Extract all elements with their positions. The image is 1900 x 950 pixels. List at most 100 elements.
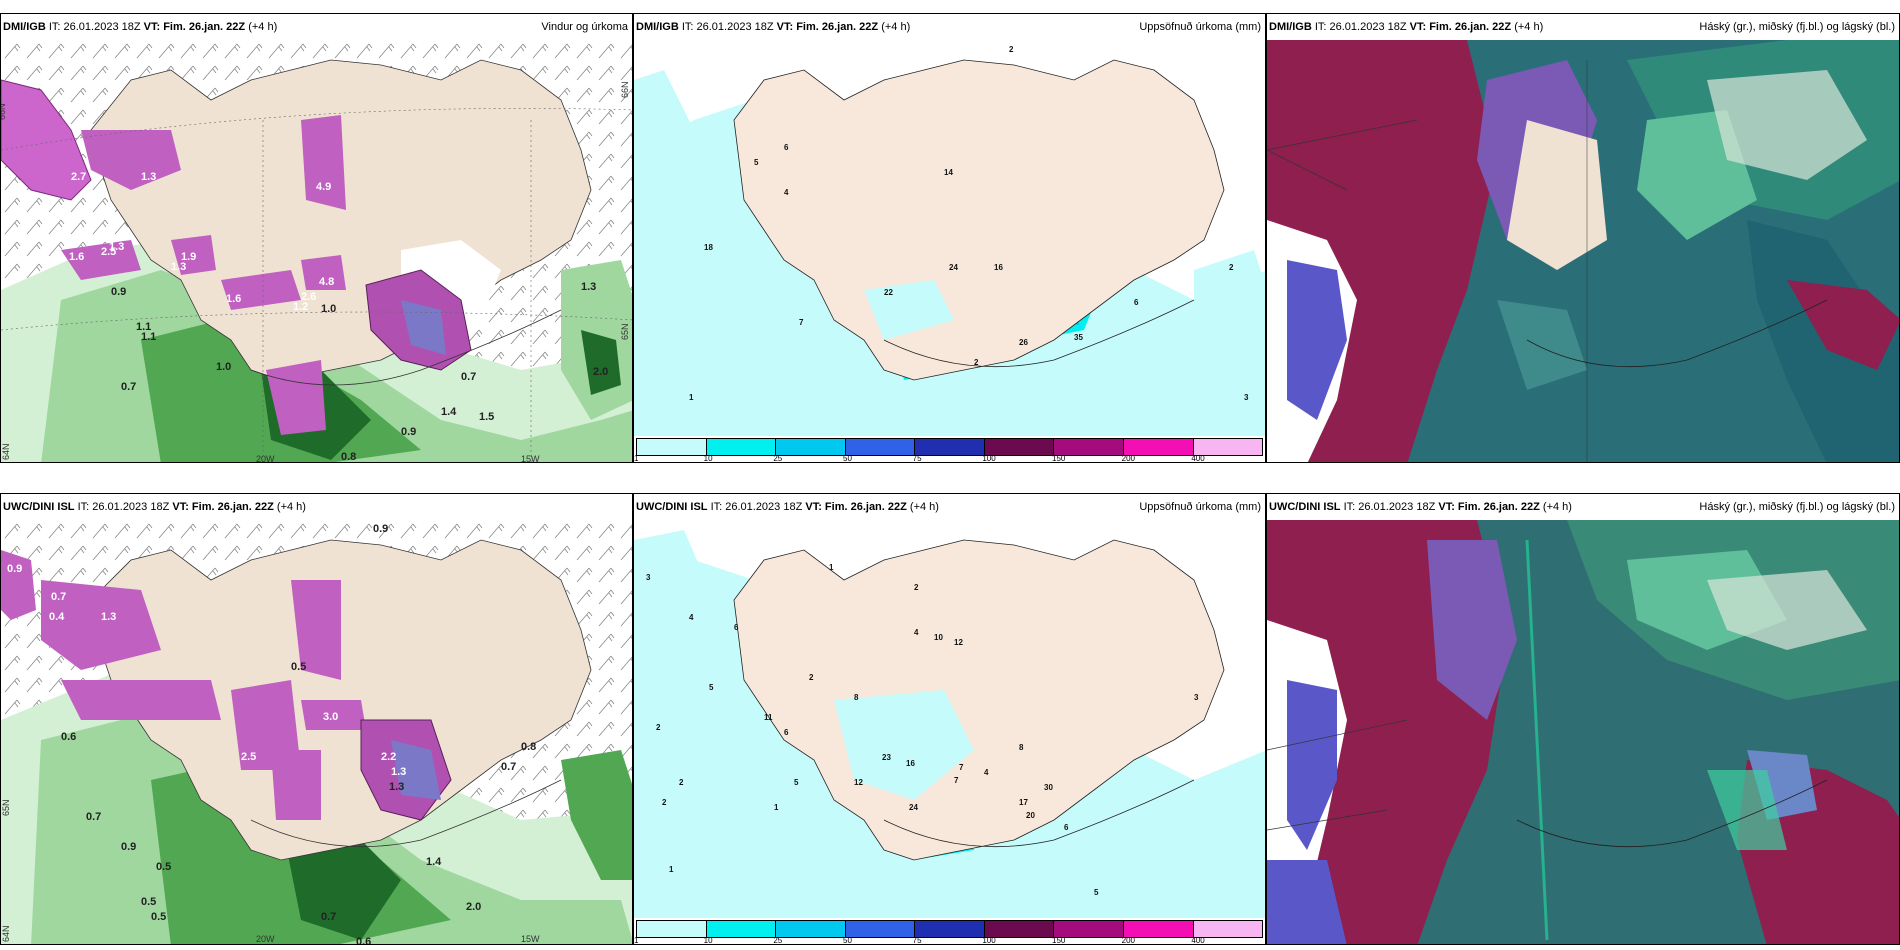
precip-label: 0.7 [461, 371, 476, 383]
colorbar-swatch [915, 921, 985, 937]
precip-label: 8 [1019, 743, 1024, 752]
precip-label: 1 [669, 865, 674, 874]
valid-time: Fim. 26.jan. 22Z [796, 21, 879, 33]
lat-label-64n: 64N [1, 925, 11, 942]
precip-label: 1.4 [426, 856, 442, 868]
lon-label-20w: 20W [256, 934, 275, 944]
precip-label: 0.6 [356, 936, 371, 944]
precip-label: 5 [709, 683, 714, 692]
precip-label: 2.7 [71, 171, 86, 183]
precip-label: 2 [1229, 263, 1234, 272]
precip-label: 1.3 [391, 766, 406, 778]
precip-label: 4 [689, 613, 694, 622]
precip-label: 2.0 [466, 901, 481, 913]
colorbar-tick-label: 75 [912, 936, 922, 945]
precip-label: 18 [704, 243, 713, 252]
colorbar-tick-label: 10 [703, 454, 713, 463]
colorbar-swatch [845, 439, 916, 455]
precip-label: 4 [914, 628, 919, 637]
colorbar-tick-label: 200 [1121, 454, 1136, 463]
valid-time: Fim. 26.jan. 22Z [191, 501, 274, 513]
colorbar-tick-label: 400 [1191, 454, 1205, 463]
map-accum-precip[interactable]: 2 6 5 4 14 18 22 24 16 26 2 7 6 35 3 1 2 [634, 40, 1265, 436]
colorbar-swatch [1054, 921, 1124, 937]
panel-header: DMI/IGB IT: 26.01.2023 18Z VT: Fim. 26.j… [634, 14, 1265, 40]
colorbar-swatch [706, 921, 777, 937]
colorbar-tick-label: 75 [912, 454, 922, 463]
precip-label: 0.9 [373, 523, 388, 535]
precip-label: 12 [854, 778, 863, 787]
map-accum-precip[interactable]: 3 1 2 4 6 4 10 12 5 11 6 2 12 7 23 16 7 … [634, 520, 1265, 918]
precip-label: 5 [754, 158, 759, 167]
precip-label: 2 [662, 798, 667, 807]
precip-label: 2.2 [381, 751, 396, 763]
colorbar-swatch [1193, 921, 1263, 937]
precip-label: 0.4 [49, 611, 65, 623]
map-clouds[interactable] [1267, 40, 1899, 462]
precip-label: 2.5 [101, 246, 116, 258]
precip-label: 2 [809, 673, 814, 682]
colorbar-swatches [636, 920, 1263, 938]
precip-label: 5 [1094, 888, 1099, 897]
model-name: UWC/DINI ISL [636, 501, 708, 513]
colorbar-tick-label: 1 [634, 454, 639, 463]
colorbar-tick-label: 50 [843, 936, 852, 945]
colorbar-tick-label: 150 [1052, 454, 1066, 463]
colorbar-swatch [776, 439, 846, 455]
panel-wind-precip-uwc: UWC/DINI ISL IT: 26.01.2023 18Z VT: Fim.… [0, 493, 633, 945]
precip-label: 2 [974, 358, 979, 367]
precip-label: 3.0 [323, 711, 338, 723]
precip-label: 0.8 [521, 741, 536, 753]
model-name: DMI/IGB [636, 21, 679, 33]
colorbar-swatches [636, 438, 1263, 456]
precip-label: 6 [1064, 823, 1069, 832]
model-name: DMI/IGB [3, 21, 46, 33]
precip-label: 3 [646, 573, 651, 582]
precip-label: 17 [1019, 798, 1028, 807]
lead-time: (+4 h) [881, 21, 911, 33]
lat-label-65n-right: 65N [620, 323, 630, 340]
colorbar-swatch [845, 921, 916, 937]
precip-label: 3 [1194, 693, 1199, 702]
precip-label: 1.3 [389, 781, 404, 793]
init-time: IT: 26.01.2023 18Z [48, 21, 141, 33]
model-name: DMI/IGB [1269, 21, 1312, 33]
precip-label: 7 [799, 318, 804, 327]
lon-label-15w: 15W [521, 934, 540, 944]
precip-label: 12 [954, 638, 963, 647]
precip-label: 1.3 [109, 241, 124, 253]
panel-accum-precip-uwc: UWC/DINI ISL IT: 26.01.2023 18Z VT: Fim.… [633, 493, 1266, 945]
precip-label: 11 [764, 713, 773, 722]
map-wind-precip[interactable]: 65N 64N 20W 15W 0.9 0.9 0.7 0.4 1.3 2.5 … [1, 520, 632, 944]
panel-title: Uppsöfnuð úrkoma (mm) [1139, 501, 1261, 513]
precip-label: 2.5 [241, 751, 256, 763]
precip-label: 35 [1074, 333, 1083, 342]
init-time: IT: 26.01.2023 18Z [710, 501, 803, 513]
precip-label: 2 [656, 723, 661, 732]
colorbar-swatch [1054, 439, 1124, 455]
panel-header: DMI/IGB IT: 26.01.2023 18Z VT: Fim. 26.j… [1267, 14, 1899, 40]
panel-accum-precip-dmi: DMI/IGB IT: 26.01.2023 18Z VT: Fim. 26.j… [633, 13, 1266, 463]
colorbar-swatch [1123, 921, 1194, 937]
panel-title: Vindur og úrkoma [541, 21, 628, 33]
precip-label: 1.0 [321, 303, 336, 315]
precip-label: 2.0 [593, 366, 608, 378]
precip-label: 3 [1244, 393, 1249, 402]
precip-label: 0.9 [121, 841, 136, 853]
colorbar-swatch [706, 439, 777, 455]
precip-label: 4 [984, 768, 989, 777]
panel-title: Háský (gr.), miðský (fj.bl.) og lágský (… [1699, 21, 1895, 33]
precip-label: 2.6 [301, 291, 316, 303]
precip-label: 1 [774, 803, 779, 812]
model-name: UWC/DINI ISL [1269, 501, 1341, 513]
map-clouds[interactable] [1267, 520, 1899, 944]
precip-label: 0.5 [156, 861, 171, 873]
precip-label: 4.9 [316, 181, 331, 193]
precip-label: 14 [944, 168, 953, 177]
map-wind-precip[interactable]: 66N 66N 65N 64N 20W 15W 2.7 2.5 1.9 1.6 … [1, 40, 632, 462]
precip-label: 7 [959, 763, 964, 772]
colorbar-tick-label: 400 [1191, 936, 1205, 945]
panel-wind-precip-dmi: DMI/IGB IT: 26.01.2023 18Z VT: Fim. 26.j… [0, 13, 633, 463]
precip-label: 2 [679, 778, 684, 787]
colorbar-swatch [637, 921, 707, 937]
